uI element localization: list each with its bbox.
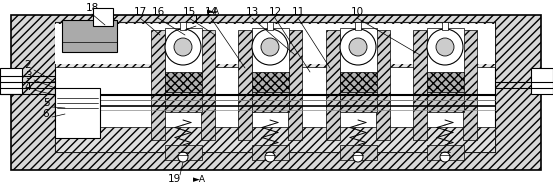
Bar: [427, 72, 464, 92]
Bar: [252, 28, 289, 78]
Circle shape: [427, 29, 463, 65]
Text: ►A: ►A: [193, 174, 206, 184]
Bar: [93, 8, 113, 26]
Bar: [55, 127, 495, 152]
Text: 19: 19: [168, 174, 181, 184]
Bar: [11, 15, 541, 170]
Bar: [55, 22, 495, 67]
Text: 6: 6: [43, 109, 49, 119]
Bar: [442, 22, 448, 30]
Circle shape: [349, 38, 367, 56]
Bar: [252, 145, 289, 160]
Bar: [165, 145, 202, 160]
Bar: [252, 92, 289, 112]
Bar: [55, 88, 100, 138]
Text: 10: 10: [351, 7, 363, 17]
Text: 4: 4: [25, 82, 32, 92]
Circle shape: [440, 152, 450, 162]
Circle shape: [261, 38, 279, 56]
Circle shape: [252, 29, 288, 65]
Text: 1: 1: [192, 15, 199, 25]
Circle shape: [178, 152, 188, 162]
Text: 12: 12: [268, 7, 281, 17]
Bar: [340, 92, 377, 112]
Circle shape: [174, 38, 192, 56]
Text: 16: 16: [152, 7, 165, 17]
Bar: [151, 30, 165, 140]
Bar: [326, 30, 340, 140]
Bar: [165, 28, 202, 78]
Bar: [55, 22, 495, 77]
Bar: [55, 22, 495, 77]
Circle shape: [436, 38, 454, 56]
Bar: [413, 30, 427, 140]
Bar: [427, 28, 464, 78]
Bar: [62, 20, 117, 52]
Text: 18: 18: [85, 3, 98, 13]
Bar: [165, 92, 202, 112]
Text: 3: 3: [25, 71, 32, 81]
Text: ►A: ►A: [207, 7, 220, 17]
Bar: [340, 72, 377, 92]
Text: 15: 15: [182, 7, 196, 17]
Text: 5: 5: [43, 98, 49, 108]
Bar: [340, 28, 377, 78]
Bar: [267, 22, 273, 30]
Text: 17: 17: [133, 7, 147, 17]
Bar: [201, 30, 215, 140]
Bar: [463, 30, 477, 140]
Circle shape: [165, 29, 201, 65]
Bar: [0, 68, 22, 94]
Bar: [55, 24, 495, 64]
Text: 11: 11: [291, 7, 305, 17]
Bar: [427, 145, 464, 160]
Bar: [531, 68, 553, 94]
Bar: [238, 30, 252, 140]
Bar: [252, 72, 289, 92]
Bar: [376, 30, 390, 140]
Bar: [427, 92, 464, 112]
Bar: [165, 72, 202, 92]
Bar: [288, 30, 302, 140]
Text: 14: 14: [205, 7, 218, 17]
Bar: [180, 22, 186, 30]
Bar: [355, 22, 361, 30]
Text: 13: 13: [246, 7, 259, 17]
Circle shape: [265, 152, 275, 162]
Circle shape: [340, 29, 376, 65]
Bar: [340, 145, 377, 160]
Bar: [55, 22, 495, 152]
Circle shape: [353, 152, 363, 162]
Text: 2: 2: [25, 60, 32, 70]
